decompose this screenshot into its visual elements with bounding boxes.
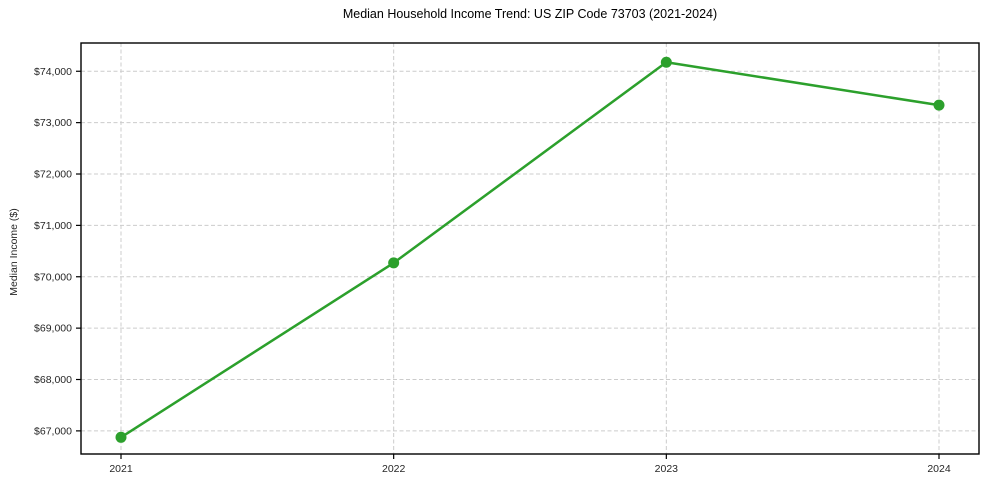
y-axis-label: Median Income ($) (8, 208, 20, 296)
data-point-2021 (115, 431, 127, 443)
y-tick-label: $74,000 (34, 66, 72, 78)
y-tick-label: $73,000 (34, 117, 72, 129)
y-tick-label: $69,000 (34, 323, 72, 335)
trend-line (119, 61, 941, 439)
y-tick-label: $68,000 (34, 374, 72, 386)
chart-title: Median Household Income Trend: US ZIP Co… (342, 7, 718, 21)
plot-area (81, 43, 979, 454)
y-tick-label: $70,000 (34, 271, 72, 283)
y-tick-label: $71,000 (34, 220, 72, 232)
x-tick-label: 2023 (655, 463, 679, 475)
y-tick-label: $67,000 (34, 425, 72, 437)
y-tick-label: $72,000 (34, 169, 72, 181)
data-point-2022 (388, 257, 400, 269)
x-tick-label: 2024 (927, 463, 951, 475)
data-point-2024 (933, 99, 945, 111)
plot-border (80, 42, 980, 455)
x-tick-label: 2021 (109, 463, 133, 475)
data-point-2023 (660, 56, 672, 68)
x-tick-label: 2022 (382, 463, 406, 475)
